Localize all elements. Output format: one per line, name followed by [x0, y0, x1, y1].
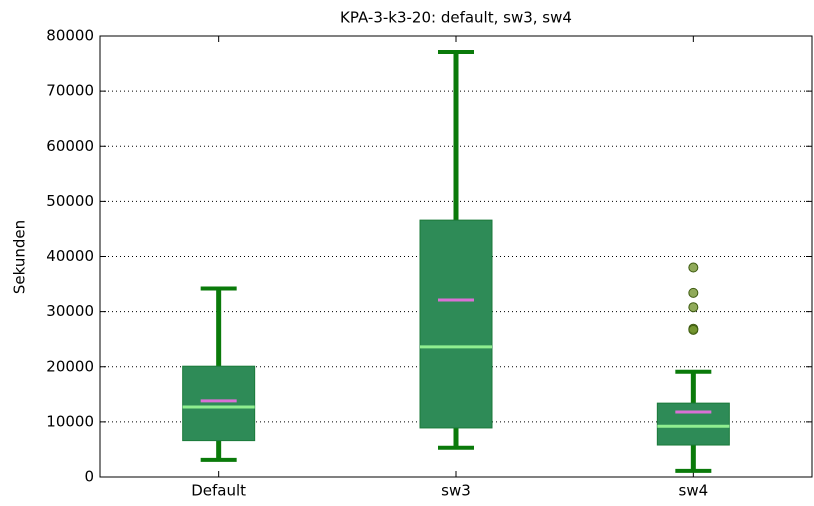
x-tick-label: sw4 [679, 482, 709, 500]
flier [688, 262, 699, 273]
y-tick-label: 80000 [46, 27, 94, 45]
y-tick-label: 10000 [46, 412, 94, 430]
box [182, 365, 256, 442]
y-tick-label: 60000 [46, 137, 94, 155]
x-tick-label: sw3 [441, 482, 471, 500]
flier [688, 287, 699, 298]
flier [688, 324, 699, 335]
y-tick-label: 40000 [46, 247, 94, 265]
y-tick-label: 70000 [46, 82, 94, 100]
y-tick-label: 30000 [46, 302, 94, 320]
box [419, 219, 493, 429]
y-tick-label: 50000 [46, 192, 94, 210]
flier [688, 302, 699, 313]
y-tick-label: 0 [84, 468, 94, 486]
chart-title: KPA-3-k3-20: default, sw3, sw4 [340, 9, 572, 27]
box [656, 402, 730, 446]
x-tick-label: Default [191, 482, 246, 500]
y-tick-label: 20000 [46, 357, 94, 375]
y-axis-label: Sekunden [11, 220, 29, 294]
